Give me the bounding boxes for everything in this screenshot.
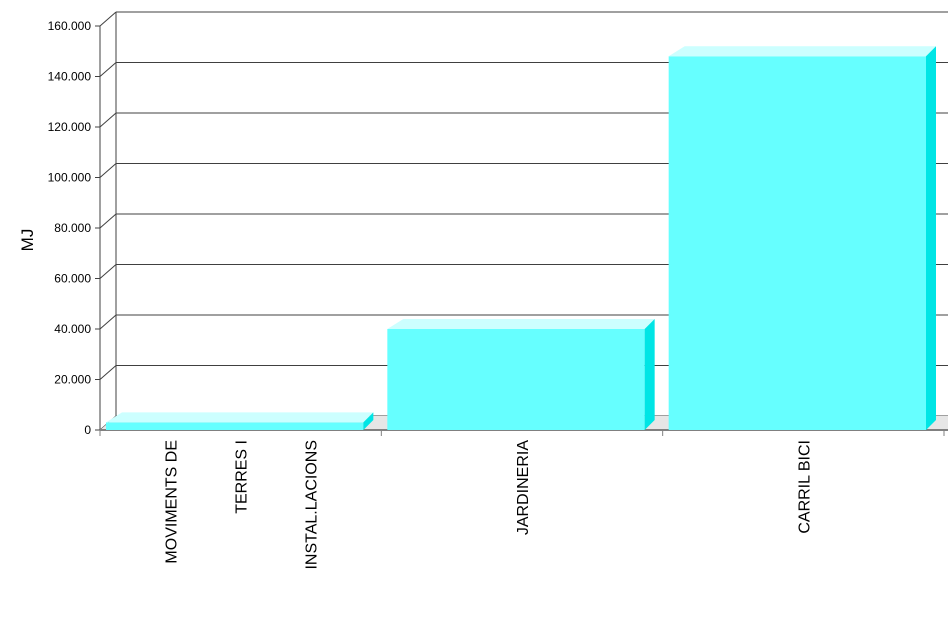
x-category-label: TERRES I — [234, 440, 251, 514]
bar-front — [106, 422, 364, 430]
bar-side — [363, 412, 374, 430]
y-tick-label: 20.000 — [54, 373, 91, 387]
bar-layer — [106, 46, 936, 431]
y-tick-label: 100.000 — [48, 171, 92, 185]
y-axis-label: MJ — [18, 229, 37, 252]
x-category-label: CARRIL BICI — [796, 440, 813, 534]
bar-front — [387, 329, 645, 430]
gridline-diagonal — [99, 112, 117, 128]
gridline-diagonal — [99, 365, 117, 380]
x-category-label: MOVIMENTS DE — [164, 440, 181, 564]
y-tick-label: 120.000 — [48, 120, 92, 134]
bar-side — [644, 319, 655, 430]
bar-top — [668, 46, 936, 57]
bar — [668, 46, 936, 431]
gridline-diagonal — [99, 213, 117, 229]
x-category-label: INSTAL.LACIONS — [304, 440, 321, 570]
bar-top — [387, 319, 655, 329]
bar-side — [926, 46, 936, 431]
y-tick-label: 140.000 — [48, 70, 92, 84]
x-category-label: JARDINERIA — [515, 440, 532, 535]
label-layer: 0 20.000 40.000 60.000 80.000 100.000 120.000 1… — [48, 19, 814, 570]
gridline-diagonal — [99, 62, 117, 77]
y-tick-label: 60.000 — [54, 272, 91, 286]
y-tick-label: 40.000 — [54, 322, 91, 336]
gridline-diagonal — [99, 314, 117, 330]
gridline-diagonal — [99, 264, 117, 279]
bar-front — [668, 56, 926, 431]
bar-top — [106, 412, 374, 423]
y-tick-label: 80.000 — [54, 221, 91, 235]
y-tick-label: 160.000 — [48, 19, 92, 33]
y-tick-label: 0 — [84, 423, 91, 437]
gridline-diagonal — [99, 163, 117, 178]
bar — [106, 412, 374, 430]
gridline-diagonal — [99, 11, 117, 27]
bar — [387, 319, 655, 430]
